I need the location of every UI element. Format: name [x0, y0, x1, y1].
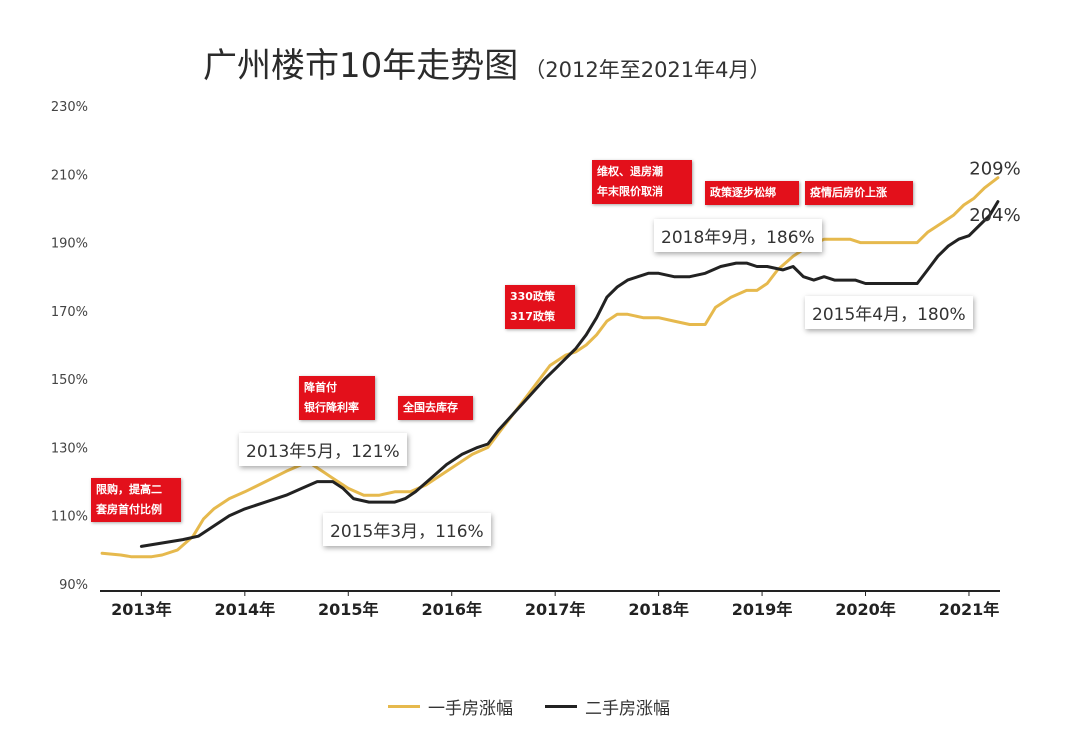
y-tick-label: 210%	[51, 168, 88, 183]
callout-2018-sep: 2018年9月，186%	[654, 219, 822, 252]
policy-label-text: 317政策	[510, 310, 555, 323]
policy-label-lower-downpayment: 降首付 银行降利率	[299, 376, 375, 420]
policy-label-text: 限购，提高二	[96, 483, 162, 496]
y-axis-ticks: 230% 210% 190% 170% 150% 130% 110% 90%	[51, 100, 88, 593]
policy-label-post-epidemic: 疫情后房价上涨	[805, 181, 913, 205]
policy-label-destock: 全国去库存	[398, 396, 473, 420]
policy-label-text: 330政策	[510, 290, 555, 303]
y-tick-label: 170%	[51, 305, 88, 320]
callout-2013-may: 2013年5月，121%	[239, 433, 407, 466]
policy-label-refund-wave: 维权、退房潮 年末限价取消	[592, 160, 692, 204]
x-tick-label: 2018年	[628, 600, 689, 619]
x-tick-label: 2019年	[732, 600, 793, 619]
y-tick-label: 150%	[51, 373, 88, 388]
policy-label-easing: 政策逐步松绑	[705, 181, 799, 205]
end-value-label: 209%	[969, 159, 1020, 180]
x-tick-label: 2015年	[318, 600, 379, 619]
legend-label-new-homes: 一手房涨幅	[428, 699, 513, 719]
x-tick-label: 2021年	[939, 600, 1000, 619]
legend-swatch-new-homes	[388, 705, 420, 708]
legend-label-resale-homes: 二手房涨幅	[585, 699, 670, 719]
series-lines	[100, 176, 1000, 559]
y-tick-label: 190%	[51, 237, 88, 252]
series-line-resale-homes	[139, 200, 1000, 548]
policy-label-text: 年末限价取消	[597, 185, 663, 198]
chart-subtitle: （2012年至2021年4月）	[524, 58, 771, 82]
policy-label-text: 政策逐步松绑	[710, 186, 776, 199]
callout-2015-mar: 2015年3月，116%	[323, 513, 491, 546]
y-tick-label: 110%	[51, 510, 88, 525]
policy-label-text: 疫情后房价上涨	[810, 186, 887, 199]
legend-item-resale-homes: 二手房涨幅	[545, 694, 670, 719]
policy-label-text: 银行降利率	[304, 401, 359, 414]
end-labels: 209% 204%	[969, 159, 1020, 226]
policy-label-text: 维权、退房潮	[597, 165, 663, 178]
end-value-label: 204%	[969, 205, 1020, 226]
x-axis-ticks: 2013年 2014年 2015年 2016年 2017年 2018年 2019年 2020年…	[111, 591, 999, 619]
policy-label-purchase-limit: 限购，提高二 套房首付比例	[91, 478, 181, 522]
x-tick-label: 2017年	[525, 600, 586, 619]
policy-label-text: 降首付	[304, 381, 337, 394]
legend-swatch-resale-homes	[545, 705, 577, 708]
y-tick-label: 90%	[59, 578, 88, 593]
x-tick-label: 2014年	[215, 600, 276, 619]
policy-label-text: 套房首付比例	[96, 503, 162, 516]
x-tick-label: 2020年	[835, 600, 896, 619]
legend: 一手房涨幅 二手房涨幅	[388, 694, 702, 719]
policy-label-330-317: 330政策 317政策	[505, 285, 575, 329]
x-tick-label: 2013年	[111, 600, 172, 619]
x-tick-label: 2016年	[421, 600, 482, 619]
series-line-new-homes	[100, 176, 1000, 559]
legend-item-new-homes: 一手房涨幅	[388, 694, 513, 719]
chart-title: 广州楼市10年走势图 （2012年至2021年4月）	[203, 38, 771, 87]
chart-title-main: 广州楼市10年走势图	[203, 46, 519, 86]
policy-label-text: 全国去库存	[403, 401, 458, 414]
callout-2015-apr: 2015年4月，180%	[805, 296, 973, 329]
y-tick-label: 130%	[51, 441, 88, 456]
y-tick-label: 230%	[51, 100, 88, 115]
